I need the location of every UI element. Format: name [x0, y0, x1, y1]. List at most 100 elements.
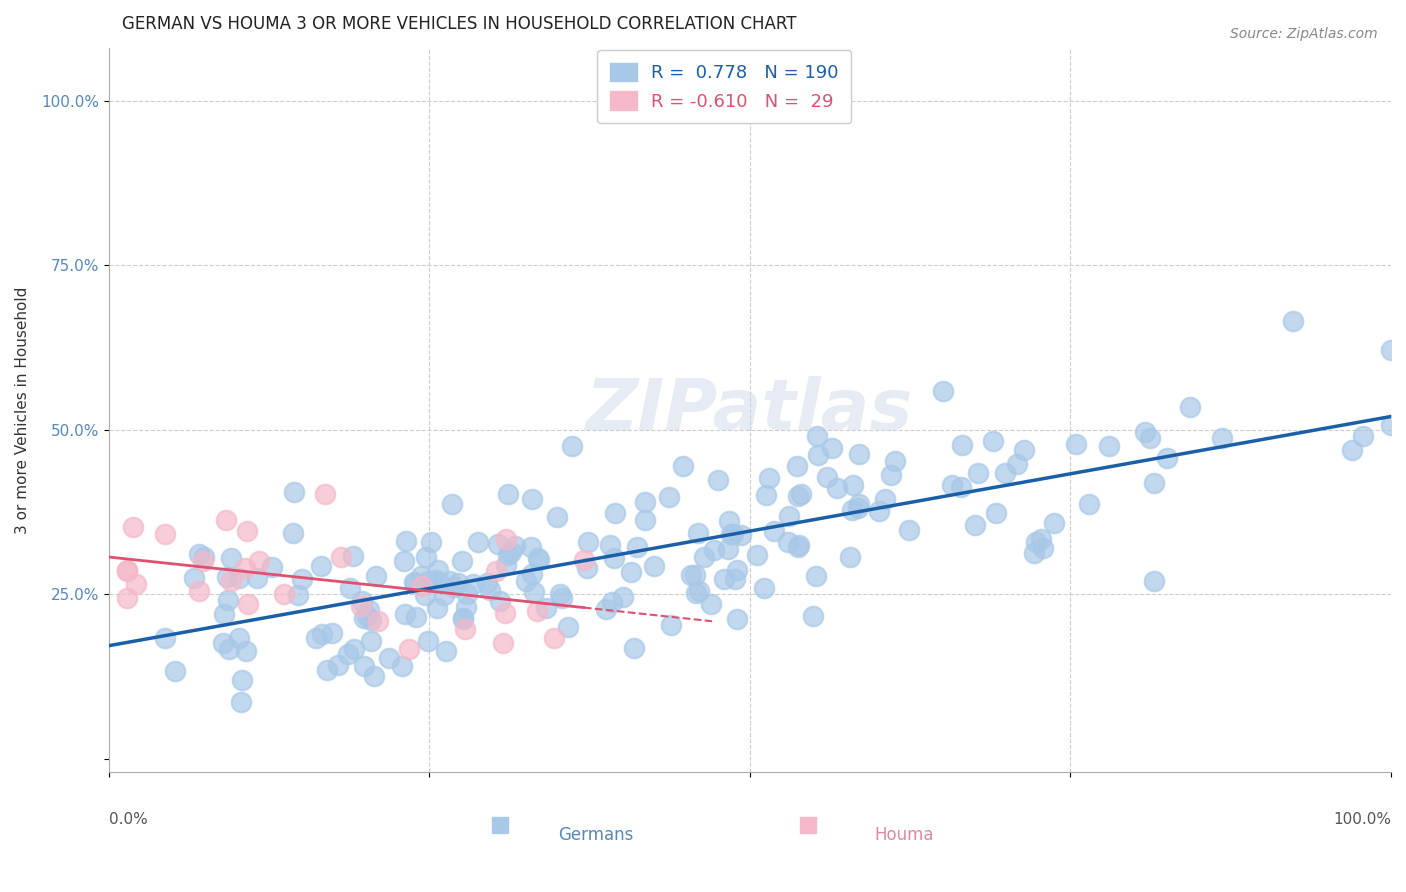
Point	[932, 384, 955, 399]
Point	[451, 611, 474, 625]
Point	[543, 631, 565, 645]
Point	[515, 574, 537, 588]
Point	[522, 567, 544, 582]
Point	[1025, 535, 1047, 549]
Point	[1180, 401, 1202, 415]
Point	[1143, 574, 1166, 589]
Point	[330, 549, 353, 564]
Point	[686, 526, 709, 541]
Point	[378, 651, 401, 665]
Point	[461, 576, 484, 591]
Point	[404, 575, 426, 590]
Point	[305, 632, 328, 646]
Point	[339, 581, 361, 595]
Point	[679, 567, 702, 582]
Point	[1211, 431, 1233, 445]
Point	[155, 632, 177, 646]
Point	[721, 526, 744, 541]
Point	[485, 564, 508, 578]
Point	[221, 551, 243, 566]
Point	[309, 558, 332, 573]
Point	[411, 579, 433, 593]
Point	[416, 633, 439, 648]
Point	[231, 673, 253, 688]
Point	[489, 594, 512, 608]
Point	[724, 572, 747, 586]
Point	[758, 470, 780, 484]
Point	[394, 607, 416, 622]
Point	[672, 458, 695, 473]
Point	[778, 508, 800, 523]
Point	[725, 612, 748, 626]
Point	[235, 644, 257, 658]
Point	[353, 658, 375, 673]
Point	[217, 570, 239, 584]
Point	[434, 644, 457, 658]
Point	[247, 554, 270, 568]
Point	[981, 434, 1004, 448]
Point	[456, 599, 478, 614]
Point	[842, 478, 865, 492]
Point	[486, 537, 509, 551]
Point	[316, 663, 339, 677]
Point	[395, 533, 418, 548]
Point	[762, 524, 785, 538]
Point	[326, 657, 349, 672]
Point	[228, 571, 250, 585]
Point	[683, 568, 706, 582]
Point	[418, 574, 440, 588]
Point	[634, 495, 657, 509]
Point	[755, 488, 778, 502]
Point	[427, 563, 450, 577]
Point	[839, 550, 862, 565]
Point	[360, 613, 382, 627]
Point	[658, 491, 681, 505]
Point	[283, 485, 305, 500]
Point	[688, 583, 710, 598]
Point	[557, 620, 579, 634]
Point	[398, 642, 420, 657]
Point	[786, 489, 808, 503]
Point	[321, 626, 343, 640]
Point	[495, 558, 517, 573]
Point	[218, 642, 240, 657]
Point	[360, 633, 382, 648]
Point	[404, 575, 426, 590]
Point	[718, 514, 741, 528]
Point	[451, 612, 474, 626]
Point	[534, 601, 557, 615]
Text: 0.0%: 0.0%	[108, 812, 148, 827]
Point	[238, 598, 260, 612]
Point	[806, 429, 828, 443]
Point	[236, 524, 259, 538]
Point	[603, 550, 626, 565]
Point	[1066, 437, 1088, 451]
Point	[1012, 443, 1035, 458]
Point	[994, 466, 1017, 480]
Point	[848, 498, 870, 512]
Point	[425, 574, 447, 588]
Text: GERMAN VS HOUMA 3 OR MORE VEHICLES IN HOUSEHOLD CORRELATION CHART: GERMAN VS HOUMA 3 OR MORE VEHICLES IN HO…	[122, 15, 796, 33]
Point	[546, 509, 568, 524]
Point	[801, 609, 824, 624]
Point	[1143, 476, 1166, 491]
Point	[364, 569, 387, 583]
Point	[499, 545, 522, 559]
Point	[353, 611, 375, 625]
Point	[551, 591, 574, 605]
Point	[427, 574, 450, 589]
Point	[790, 487, 813, 501]
Point	[219, 574, 242, 588]
Point	[600, 594, 623, 608]
Point	[846, 501, 869, 516]
Point	[620, 566, 643, 580]
Point	[815, 470, 838, 484]
Point	[519, 541, 541, 555]
Text: Germans: Germans	[558, 826, 634, 844]
Point	[754, 581, 776, 595]
Point	[409, 569, 432, 583]
Point	[1353, 429, 1375, 443]
Point	[117, 564, 139, 578]
Point	[440, 497, 463, 511]
Point	[707, 473, 730, 487]
